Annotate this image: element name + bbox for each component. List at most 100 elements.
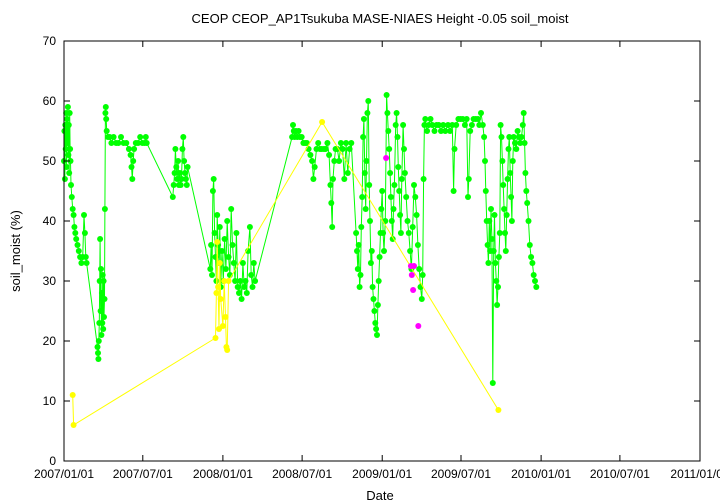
data-point [228, 206, 235, 212]
data-point [420, 176, 427, 182]
data-point [74, 242, 81, 248]
data-point [229, 242, 236, 248]
data-point [67, 146, 74, 152]
data-point [405, 230, 412, 236]
y-tick-label: 50 [43, 154, 57, 168]
data-point [324, 140, 331, 146]
data-point [526, 242, 533, 248]
data-point [102, 104, 109, 110]
data-point [224, 218, 231, 224]
data-point [82, 254, 89, 260]
x-tick-label: 2009/01/01 [352, 467, 412, 481]
data-point [391, 182, 398, 188]
data-point [339, 146, 346, 152]
data-point [440, 122, 447, 128]
data-point [143, 140, 150, 146]
data-point [236, 290, 242, 296]
data-point [499, 158, 506, 164]
data-point [403, 194, 410, 200]
data-point [478, 110, 484, 116]
data-point [64, 104, 71, 110]
data-point [497, 122, 504, 128]
data-point [495, 407, 502, 413]
data-point [217, 296, 224, 302]
data-point [214, 212, 221, 218]
data-point [475, 116, 481, 122]
y-axis: 0 10 20 30 40 50 60 70 [43, 34, 700, 468]
series-1-line [72, 121, 499, 426]
data-point [521, 140, 528, 146]
data-point [344, 170, 351, 176]
data-point [359, 194, 366, 200]
data-point [183, 182, 190, 188]
data-point [492, 260, 499, 266]
data-point [115, 140, 122, 146]
data-point [209, 272, 215, 278]
y-tick-label: 10 [43, 394, 57, 408]
x-tick-label: 2008/01/01 [193, 467, 253, 481]
y-tick-label: 40 [43, 214, 57, 228]
data-point [510, 134, 517, 140]
data-point [503, 212, 510, 218]
data-point [310, 176, 317, 182]
data-point [73, 236, 80, 242]
data-point [397, 230, 404, 236]
data-point [532, 278, 538, 284]
data-point [252, 278, 259, 284]
data-point [103, 128, 110, 134]
data-point [101, 206, 108, 212]
data-point [238, 296, 245, 302]
data-point [358, 224, 365, 230]
data-point [427, 116, 434, 122]
data-point [99, 272, 106, 278]
data-point [395, 164, 402, 170]
data-point [369, 284, 376, 290]
data-point [355, 242, 362, 248]
data-point [442, 128, 449, 134]
data-point [97, 236, 104, 242]
data-point [298, 134, 305, 140]
data-point [416, 266, 423, 272]
data-point [322, 146, 329, 152]
y-axis-label: soil_moist (%) [8, 210, 23, 292]
data-point [530, 272, 537, 278]
data-point [341, 176, 348, 182]
data-point [453, 122, 460, 128]
data-point [319, 119, 326, 125]
data-point [514, 128, 521, 134]
data-point [95, 356, 102, 362]
data-point [383, 155, 390, 161]
data-point [100, 326, 107, 332]
data-point [95, 338, 102, 344]
data-point [219, 248, 225, 254]
data-point [411, 263, 417, 269]
data-point [129, 176, 136, 182]
data-point [481, 134, 488, 140]
data-point [501, 206, 508, 212]
y-tick-label: 0 [49, 454, 56, 468]
data-point [411, 182, 417, 188]
data-point [101, 314, 107, 320]
data-point [376, 254, 383, 260]
data-point [75, 248, 82, 254]
data-point [180, 134, 187, 140]
data-point [413, 212, 420, 218]
data-point [118, 134, 124, 140]
data-point [211, 230, 218, 236]
data-point [529, 260, 536, 266]
data-point [468, 122, 475, 128]
data-point [506, 134, 513, 140]
data-point [500, 182, 507, 188]
data-point [83, 260, 90, 266]
data-point [315, 140, 322, 146]
data-point [525, 218, 532, 224]
data-point [388, 218, 395, 224]
data-point [381, 248, 387, 254]
data-point [70, 422, 77, 428]
data-point [533, 284, 540, 290]
data-point [68, 182, 74, 188]
data-point [438, 128, 444, 134]
data-point [234, 284, 241, 290]
data-point [429, 122, 436, 128]
